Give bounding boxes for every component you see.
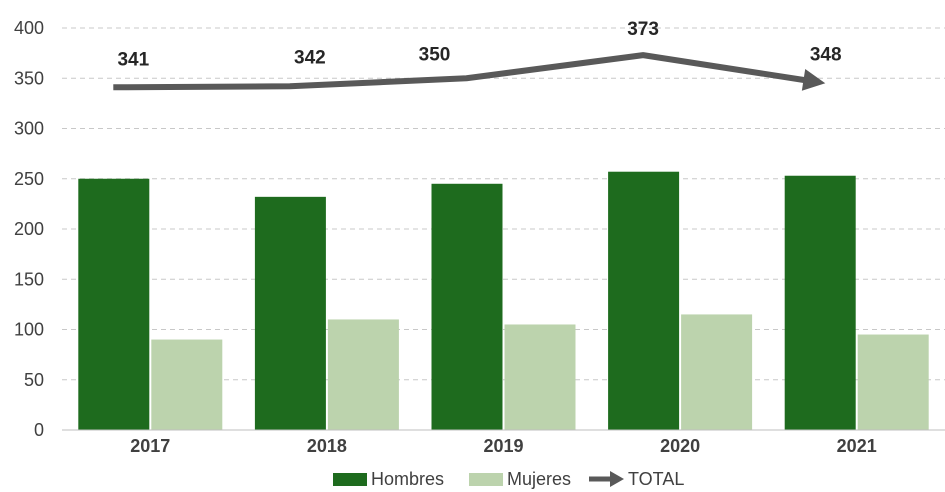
bar-mujeres-2020 (681, 314, 753, 430)
legend-swatch-hombres (333, 473, 367, 486)
legend-label-hombres: Hombres (371, 469, 444, 489)
total-series: 341 342 350 373 348 (113, 19, 842, 91)
y-tick-label: 300 (14, 119, 44, 139)
x-axis-ticks: 2017 2018 2019 2020 2021 (130, 436, 876, 456)
legend-swatch-mujeres (469, 473, 503, 486)
x-tick-label: 2018 (307, 436, 347, 456)
bar-hombres-2020 (608, 171, 680, 430)
x-tick-label: 2017 (130, 436, 170, 456)
total-data-label-2019: 350 (419, 44, 451, 65)
total-data-label-2017: 341 (117, 49, 149, 70)
y-tick-label: 200 (14, 219, 44, 239)
total-line (113, 52, 806, 91)
total-data-label-2021: 348 (810, 44, 842, 65)
total-data-label-2020: 373 (627, 19, 659, 40)
y-tick-label: 150 (14, 269, 44, 289)
y-tick-label: 0 (34, 420, 44, 440)
x-tick-label: 2019 (483, 436, 523, 456)
x-tick-label: 2021 (837, 436, 877, 456)
legend: Hombres Mujeres TOTAL (333, 469, 684, 489)
bars (78, 171, 929, 430)
bar-hombres-2021 (784, 175, 856, 430)
bar-mujeres-2019 (504, 324, 576, 430)
bar-mujeres-2021 (857, 334, 929, 430)
bar-hombres-2017 (78, 178, 150, 430)
legend-label-total: TOTAL (628, 469, 684, 489)
total-data-label-2018: 342 (294, 47, 326, 68)
total-arrowhead (801, 69, 826, 91)
y-tick-label: 100 (14, 320, 44, 340)
y-tick-label: 250 (14, 169, 44, 189)
legend-label-mujeres: Mujeres (507, 469, 571, 489)
gridlines (62, 27, 945, 381)
bar-hombres-2019 (431, 183, 503, 430)
x-tick-label: 2020 (660, 436, 700, 456)
y-axis-ticks: 0 50 100 150 200 250 300 350 400 (14, 18, 44, 440)
y-tick-label: 350 (14, 68, 44, 88)
y-tick-label: 400 (14, 18, 44, 38)
bar-mujeres-2018 (327, 319, 399, 430)
y-tick-label: 50 (24, 370, 44, 390)
legend-arrow-total (610, 471, 624, 487)
bar-mujeres-2017 (151, 339, 223, 430)
bar-hombres-2018 (254, 196, 326, 430)
